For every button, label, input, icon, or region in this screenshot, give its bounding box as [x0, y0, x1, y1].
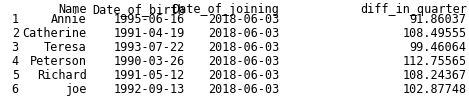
- Text: 1992-09-13: 1992-09-13: [114, 83, 185, 96]
- Text: Date_of_joining: Date_of_joining: [172, 3, 279, 16]
- Text: 1: 1: [12, 13, 19, 26]
- Text: 2018-06-03: 2018-06-03: [208, 27, 279, 40]
- Text: Date_of_birth: Date_of_birth: [93, 3, 185, 16]
- Text: 4: 4: [12, 55, 19, 68]
- Text: 112.75565: 112.75565: [402, 55, 467, 68]
- Text: 1993-07-22: 1993-07-22: [114, 41, 185, 54]
- Text: 91.86037: 91.86037: [409, 13, 467, 26]
- Text: 2018-06-03: 2018-06-03: [208, 41, 279, 54]
- Text: 99.46064: 99.46064: [409, 41, 467, 54]
- Text: 3: 3: [12, 41, 19, 54]
- Text: 1991-05-12: 1991-05-12: [114, 69, 185, 82]
- Text: 1991-04-19: 1991-04-19: [114, 27, 185, 40]
- Text: Teresa: Teresa: [44, 41, 87, 54]
- Text: 2018-06-03: 2018-06-03: [208, 55, 279, 68]
- Text: 2018-06-03: 2018-06-03: [208, 13, 279, 26]
- Text: Richard: Richard: [37, 69, 87, 82]
- Text: 6: 6: [12, 83, 19, 96]
- Text: Peterson: Peterson: [30, 55, 87, 68]
- Text: Name: Name: [58, 3, 87, 16]
- Text: 108.49555: 108.49555: [402, 27, 467, 40]
- Text: 108.24367: 108.24367: [402, 69, 467, 82]
- Text: 2018-06-03: 2018-06-03: [208, 83, 279, 96]
- Text: 5: 5: [12, 69, 19, 82]
- Text: 2: 2: [12, 27, 19, 40]
- Text: Annie: Annie: [51, 13, 87, 26]
- Text: diff_in_quarter: diff_in_quarter: [360, 3, 467, 16]
- Text: 2018-06-03: 2018-06-03: [208, 69, 279, 82]
- Text: joe: joe: [65, 83, 87, 96]
- Text: 102.87748: 102.87748: [402, 83, 467, 96]
- Text: 1990-03-26: 1990-03-26: [114, 55, 185, 68]
- Text: 1995-06-16: 1995-06-16: [114, 13, 185, 26]
- Text: Catherine: Catherine: [23, 27, 87, 40]
